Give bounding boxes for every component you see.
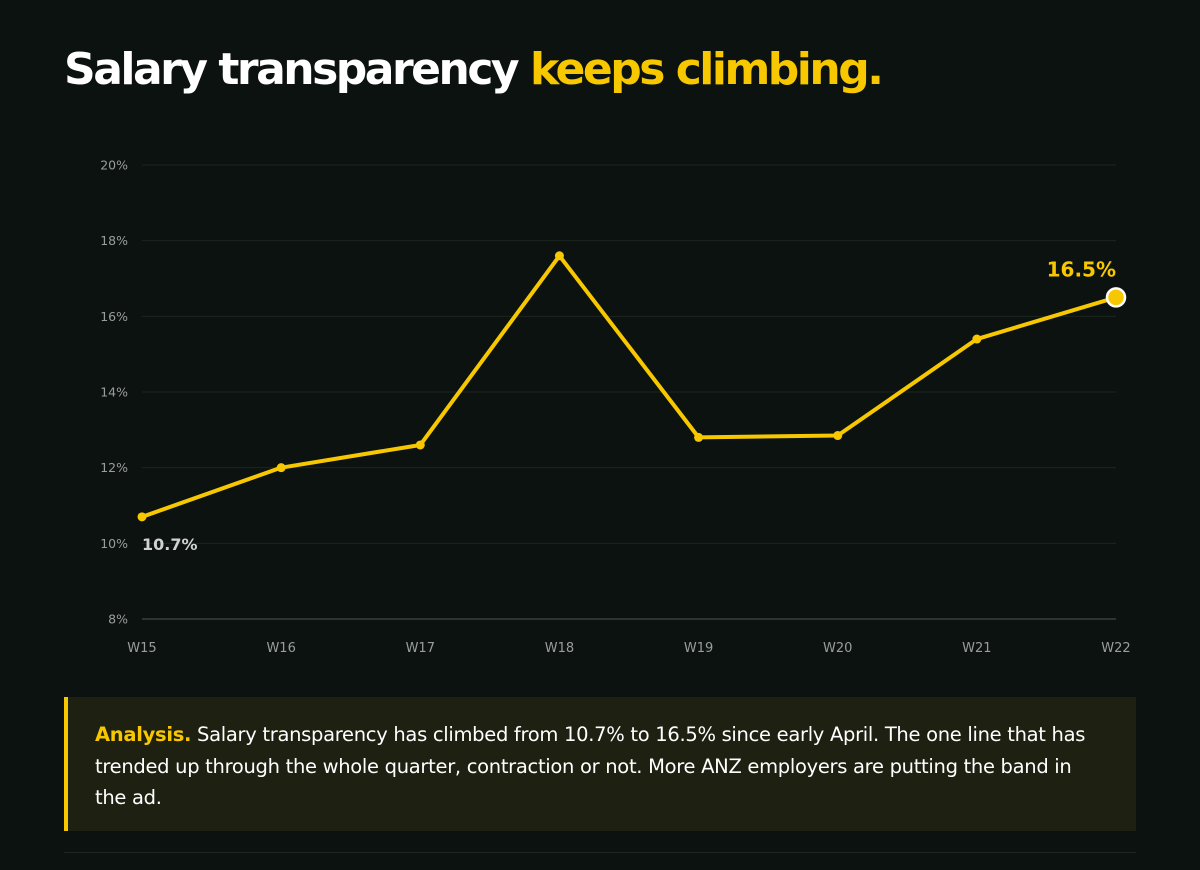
data-point xyxy=(694,432,704,442)
x-tick-label: W20 xyxy=(823,641,852,656)
y-tick-label: 16% xyxy=(100,309,128,324)
title-main: Salary transparency xyxy=(64,44,520,95)
annotation-labels: 10.7% 16.5% xyxy=(142,257,1116,553)
y-tick-label: 20% xyxy=(100,158,128,173)
data-point xyxy=(554,251,564,261)
series-line-layer xyxy=(140,253,1118,519)
y-tick-label: 14% xyxy=(100,385,128,400)
series-line xyxy=(140,253,1118,519)
x-tick-label: W15 xyxy=(127,641,156,656)
y-axis-ticks: 8% 10% 12% 14% 16% 18% 20% xyxy=(100,158,128,627)
x-tick-label: W18 xyxy=(545,641,574,656)
data-point xyxy=(415,440,425,450)
analysis-label: Analysis. xyxy=(95,723,192,746)
y-tick-label: 10% xyxy=(100,536,128,551)
x-tick-label: W19 xyxy=(684,641,713,656)
start-value-label: 10.7% xyxy=(142,535,198,554)
x-axis-ticks: W15 W16 W17 W18 W19 W20 W21 W22 xyxy=(127,641,1130,656)
x-tick-label: W21 xyxy=(962,641,991,656)
y-tick-label: 18% xyxy=(100,233,128,248)
analysis-callout: Analysis. Salary transparency has climbe… xyxy=(64,697,1136,831)
data-point xyxy=(972,334,982,344)
grid-layer xyxy=(142,164,1116,620)
title-highlight: keeps climbing. xyxy=(529,44,884,95)
x-tick-label: W22 xyxy=(1101,641,1130,656)
end-point-marker xyxy=(1105,287,1127,308)
data-point xyxy=(137,512,147,522)
page-title: Salary transparency keeps climbing. xyxy=(64,44,884,97)
analysis-text: Salary transparency has climbed from 10.… xyxy=(95,723,1086,809)
bottom-divider xyxy=(64,852,1136,853)
x-tick-label: W16 xyxy=(266,641,295,656)
data-point xyxy=(833,431,843,441)
x-tick-label: W17 xyxy=(406,641,435,656)
data-point xyxy=(276,463,286,473)
series-points xyxy=(137,251,1127,522)
chart-container: 8% 10% 12% 14% 16% 18% 20% W15 W16 W17 W18 W19 W20 W… xyxy=(100,158,1131,657)
line-chart: 8%10%12%14%16%18%20% W15 W16 W17 W18 W19 W20 W… xyxy=(100,158,1131,657)
y-tick-label: 8% xyxy=(108,612,128,627)
end-value-label: 16.5% xyxy=(1047,257,1116,281)
y-tick-label: 12% xyxy=(100,460,128,475)
